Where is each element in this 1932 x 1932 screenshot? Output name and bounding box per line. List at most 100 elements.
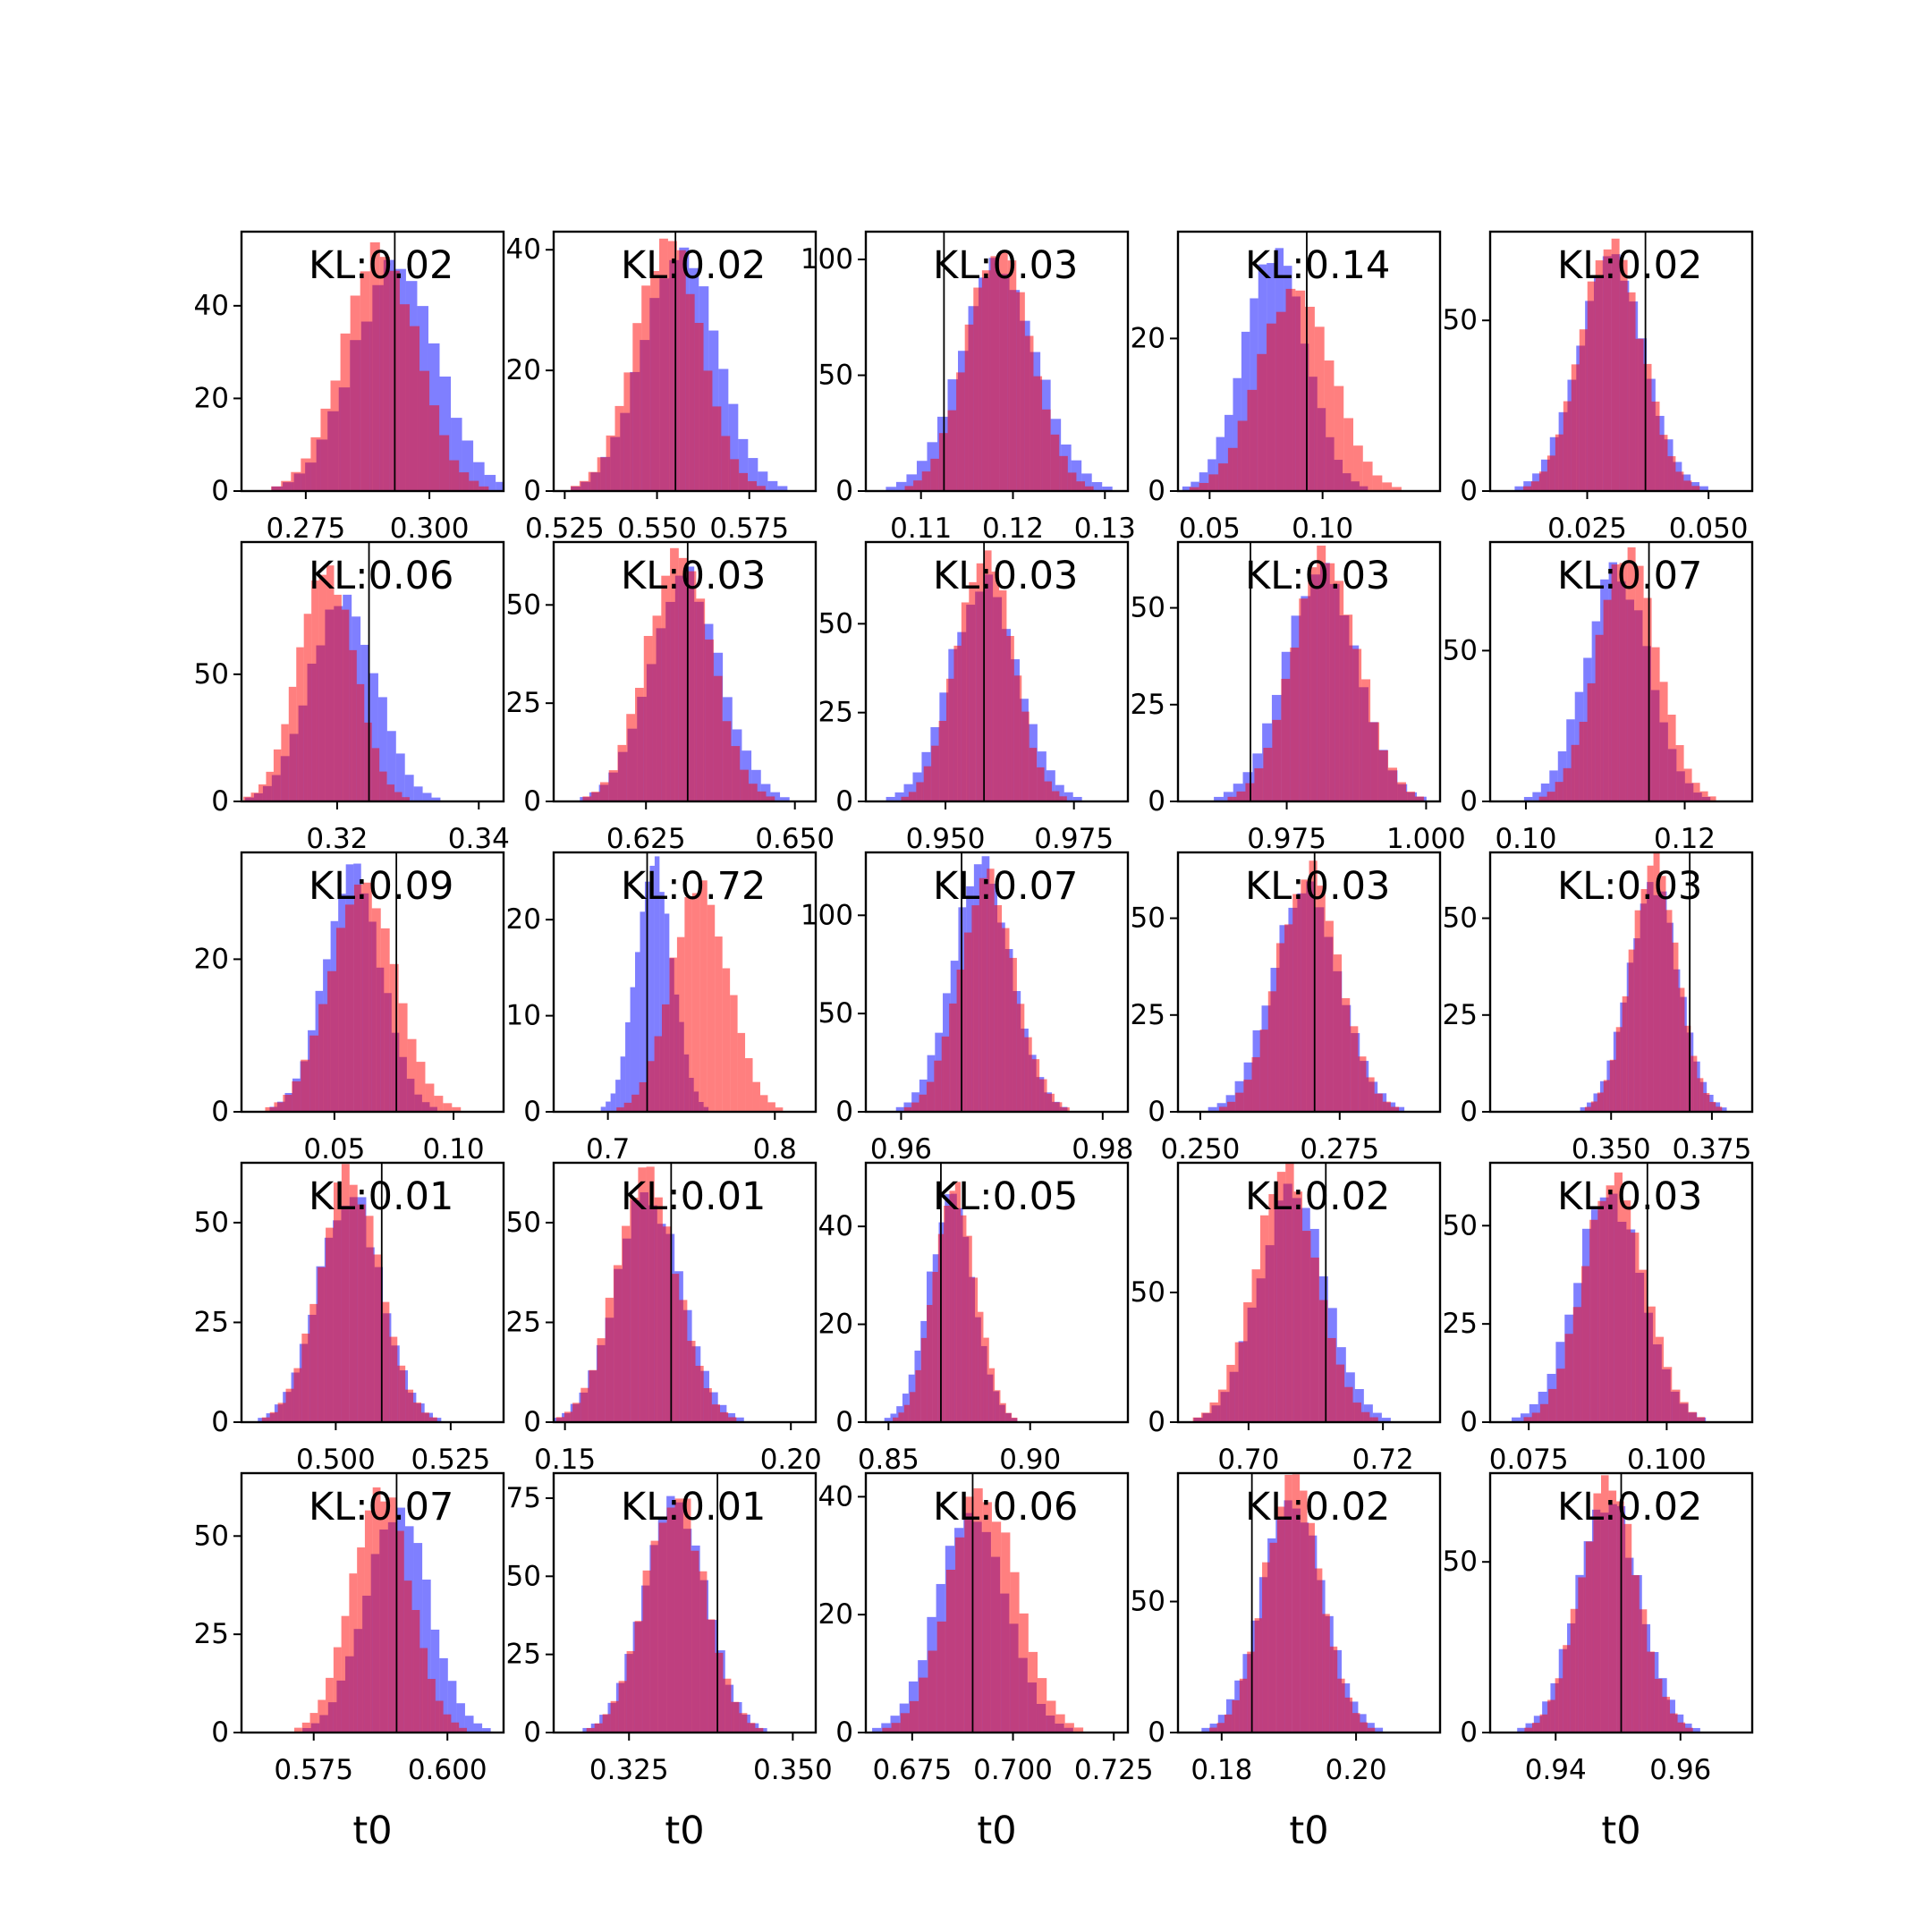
red-bin — [1006, 636, 1014, 801]
red-bin — [1314, 326, 1325, 491]
red-bin — [1218, 463, 1228, 491]
red-bin — [1405, 792, 1415, 801]
histogram-bars — [1514, 238, 1708, 491]
x-tick-label: 0.250 — [1161, 1133, 1241, 1165]
red-bin — [588, 471, 597, 491]
blue-bin — [1081, 473, 1092, 491]
red-bin — [281, 724, 289, 801]
blue-bin — [1720, 1107, 1727, 1112]
red-bin — [365, 1216, 374, 1422]
kl-annotation: KL:0.03 — [621, 554, 766, 598]
blue-bin — [1532, 792, 1541, 801]
blue-bin — [1514, 486, 1524, 491]
kl-annotation: KL:0.02 — [1557, 1485, 1702, 1530]
red-bin — [416, 1062, 426, 1112]
x-tick-label: 0.075 — [1489, 1444, 1569, 1476]
red-bin — [969, 581, 977, 801]
red-bin — [994, 904, 1003, 1112]
red-bin — [396, 1530, 404, 1733]
red-bin — [930, 458, 939, 491]
x-tick-label: 0.350 — [753, 1754, 833, 1786]
blue-bin — [1691, 1727, 1700, 1733]
red-bin — [1372, 475, 1383, 491]
y-tick-label: 25 — [1443, 999, 1478, 1031]
red-bin — [916, 782, 924, 801]
red-bin — [1209, 1402, 1218, 1422]
red-bin — [1665, 910, 1673, 1112]
red-bin — [372, 1487, 381, 1733]
x-tick-label: 0.025 — [1547, 513, 1627, 545]
kl-annotation: KL:0.07 — [933, 864, 1078, 909]
red-bin — [1414, 796, 1424, 801]
red-bin — [759, 1095, 768, 1112]
y-tick-label: 0 — [211, 1096, 229, 1128]
blue-bin — [1214, 796, 1224, 801]
x-tick-label: 0.96 — [1649, 1754, 1711, 1786]
axes-frame — [1176, 540, 1442, 803]
subplot-1-0: 0 50 0.32 0.34 KL:0.06 — [194, 540, 510, 855]
red-bin — [1546, 792, 1555, 801]
red-bin — [1209, 1727, 1217, 1733]
red-bin — [555, 1417, 564, 1422]
red-bin — [1201, 1412, 1210, 1422]
blue-bin — [649, 865, 655, 1112]
red-bin — [1597, 1092, 1604, 1112]
red-bin — [1597, 1200, 1606, 1422]
red-bin — [731, 1701, 740, 1733]
blue-bin — [895, 481, 907, 491]
red-bin — [739, 472, 749, 491]
subplot-2-2: 0 50 100 0.96 0.98 KL:0.07 — [801, 851, 1133, 1165]
red-bin — [1038, 1678, 1047, 1733]
y-tick-label: 75 — [506, 1482, 541, 1514]
subplot-2-0: 0 20 0.05 0.10 KL:0.09 — [194, 851, 505, 1165]
histogram-bars — [582, 1496, 767, 1733]
red-bin — [740, 769, 749, 801]
red-bin — [320, 408, 331, 491]
red-bin — [748, 480, 757, 491]
red-bin — [695, 1365, 704, 1422]
y-tick-label: 50 — [506, 589, 541, 621]
blue-bin — [748, 458, 758, 491]
red-bin — [903, 1404, 911, 1422]
red-bin — [606, 435, 615, 491]
x-tick-label: 0.05 — [1179, 513, 1241, 545]
subplot-4-4: 0 50 0.94 0.96 KL:0.02 t0 — [1443, 1471, 1754, 1853]
y-tick-label: 50 — [1443, 902, 1478, 935]
red-bin — [608, 770, 618, 801]
red-bin — [1578, 1577, 1586, 1733]
x-tick-label: 0.975 — [1247, 823, 1326, 855]
red-bin — [1284, 1474, 1292, 1733]
red-bin — [349, 649, 357, 801]
red-bin — [1243, 1080, 1252, 1112]
red-bin — [452, 1106, 462, 1112]
red-bin — [301, 458, 311, 491]
y-tick-label: 0 — [835, 1406, 853, 1438]
kl-annotation: KL:0.07 — [1557, 554, 1702, 598]
x-tick-label: 0.725 — [1074, 1754, 1154, 1786]
red-bin — [1005, 1412, 1013, 1422]
red-bin — [715, 1652, 724, 1733]
blue-bin — [884, 1418, 891, 1422]
red-bin — [1672, 942, 1679, 1112]
red-bin — [1556, 1368, 1565, 1422]
red-bin — [705, 640, 714, 801]
red-bin — [944, 1206, 950, 1422]
red-bin — [1276, 1506, 1285, 1733]
red-bin — [913, 480, 922, 491]
blue-bin — [1366, 1723, 1375, 1733]
histogram-bars — [895, 856, 1070, 1112]
histogram-bars — [293, 1487, 491, 1733]
red-bin — [1343, 418, 1354, 491]
red-bin — [722, 968, 731, 1112]
red-bin — [1325, 920, 1334, 1112]
blue-bin — [1395, 1106, 1405, 1112]
red-bin — [634, 1621, 643, 1733]
red-bin — [642, 1570, 651, 1733]
red-bin — [1539, 1403, 1549, 1422]
red-bin — [666, 1507, 675, 1733]
axes-frame — [1488, 230, 1754, 493]
red-bin — [979, 877, 987, 1112]
y-tick-label: 0 — [1148, 785, 1165, 818]
axes-frame — [552, 851, 818, 1114]
x-tick-label: 0.90 — [999, 1444, 1061, 1476]
